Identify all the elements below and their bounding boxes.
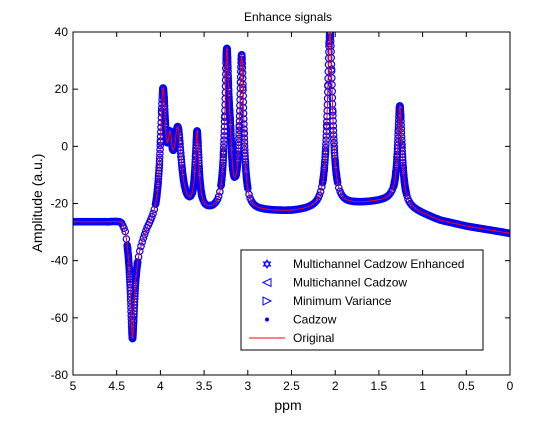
y-tick-label: -60 (51, 311, 69, 325)
data-marker (316, 187, 325, 196)
y-tick-label: 40 (55, 25, 69, 39)
data-marker (120, 224, 128, 233)
plot-data-group (73, 32, 510, 343)
y-tick-label: -20 (51, 197, 69, 211)
legend-entry: Original (249, 331, 334, 345)
data-marker (214, 192, 223, 201)
y-tick-label: 20 (55, 82, 69, 96)
x-tick-label: 2.5 (283, 379, 300, 393)
chart-title: Enhance signals (244, 10, 332, 24)
legend-label: Cadzow (293, 313, 337, 327)
legend-entry: Multichannel Cadzow Enhanced (262, 257, 464, 271)
x-tick-label: 1.5 (371, 379, 388, 393)
x-tick-label: 3 (244, 379, 251, 393)
legend-label: Multichannel Cadzow Enhanced (293, 257, 464, 271)
data-marker (149, 209, 157, 218)
data-marker (245, 190, 253, 199)
x-tick-label: 4.5 (108, 379, 125, 393)
x-tick-label: 1 (419, 379, 426, 393)
y-tick-label: -80 (51, 368, 69, 382)
x-tick-label: 3.5 (196, 379, 213, 393)
data-marker (136, 247, 144, 255)
data-marker (232, 172, 240, 180)
legend-box (240, 249, 484, 351)
axes-group: 5 4.5 4 3.5 3 2.5 2 1.5 1 0.5 0 40 20 0 -20 -40 -60 -80 (51, 25, 514, 393)
x-tick-label: 2 (332, 379, 339, 393)
data-marker (188, 190, 196, 198)
data-marker (140, 230, 149, 239)
data-marker (139, 234, 148, 242)
data-marker (315, 191, 324, 200)
data-marker (163, 138, 172, 147)
data-marker (121, 227, 130, 236)
series-line-original (73, 32, 510, 340)
legend-entry: Minimum Variance (262, 294, 392, 308)
legend-label: Minimum Variance (293, 294, 392, 308)
legend-entry: Multichannel Cadzow (261, 276, 407, 290)
y-axis-label: Amplitude (a.u.) (29, 154, 45, 253)
y-tick-label: -40 (51, 254, 69, 268)
data-marker (318, 178, 327, 187)
data-marker (148, 213, 156, 221)
x-axis-label: ppm (274, 397, 301, 413)
data-marker (334, 183, 343, 192)
x-tick-label: 4 (157, 379, 164, 393)
legend-label: Multichannel Cadzow (293, 276, 407, 290)
x-tick-label: 0.5 (458, 379, 475, 393)
legend-label: Original (293, 331, 334, 345)
legend: Multichannel Cadzow Enhanced Multichannel… (240, 249, 484, 351)
legend-entry: Cadzow (265, 313, 337, 327)
x-tick-label: 5 (70, 379, 77, 393)
data-marker (137, 242, 145, 251)
y-tick-label: 0 (61, 139, 68, 153)
data-marker (138, 238, 147, 246)
x-tick-label: 0 (507, 379, 514, 393)
data-marker (389, 182, 398, 191)
